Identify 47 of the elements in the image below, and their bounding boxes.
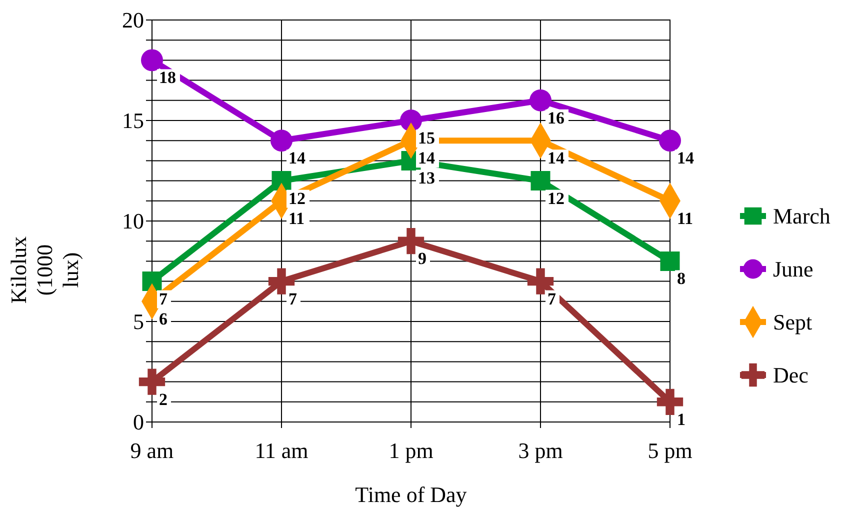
point [268, 268, 295, 294]
point [530, 89, 552, 112]
y-axis-title: Kilolux (1000 lux) [6, 236, 83, 304]
data-label: 14 [548, 148, 565, 168]
data-label: 7 [288, 289, 298, 308]
x-axis-title: Time of Day [355, 482, 467, 507]
data-label: 6 [159, 309, 168, 328]
point [270, 130, 292, 152]
point [138, 368, 166, 395]
y-tick-label: 5 [133, 309, 144, 334]
data-label: 2 [159, 390, 168, 409]
data-label: 11 [288, 208, 305, 228]
legend-label: March [773, 204, 830, 229]
y-tick-label: 15 [122, 108, 144, 134]
data-label: 12 [548, 188, 564, 208]
point [659, 130, 681, 152]
data-label: 15 [418, 128, 435, 148]
data-label: 11 [677, 208, 694, 228]
y-tick-label: 0 [133, 410, 144, 435]
y-tick-label: 20 [122, 8, 144, 33]
point [530, 171, 550, 191]
data-label: 12 [288, 188, 306, 208]
y-tick-label: 10 [122, 208, 144, 234]
data-label: 18 [159, 68, 176, 88]
point [398, 228, 424, 254]
data-label: 13 [418, 168, 435, 188]
legend-label: Dec [773, 362, 809, 388]
point [660, 251, 680, 271]
data-label: 14 [677, 148, 694, 168]
data-label: 14 [418, 148, 436, 168]
data-label: 14 [288, 148, 306, 168]
point [527, 268, 554, 294]
legend-label: June [773, 256, 814, 282]
x-tick-label: 5 pm [648, 438, 692, 463]
legend-label: Sept [773, 310, 812, 335]
data-label: 7 [548, 289, 556, 308]
x-tick-label: 11 am [254, 438, 308, 463]
point [656, 388, 684, 415]
data-label: 7 [159, 289, 168, 308]
x-tick-label: 1 pm [388, 438, 434, 463]
data-label: 1 [677, 410, 686, 429]
data-label: 8 [677, 269, 686, 288]
point [141, 49, 163, 72]
data-label: 16 [548, 108, 564, 128]
x-tick-label: 3 pm [518, 438, 563, 463]
x-tick-label: 9 am [130, 438, 174, 463]
data-label: 9 [418, 249, 426, 268]
